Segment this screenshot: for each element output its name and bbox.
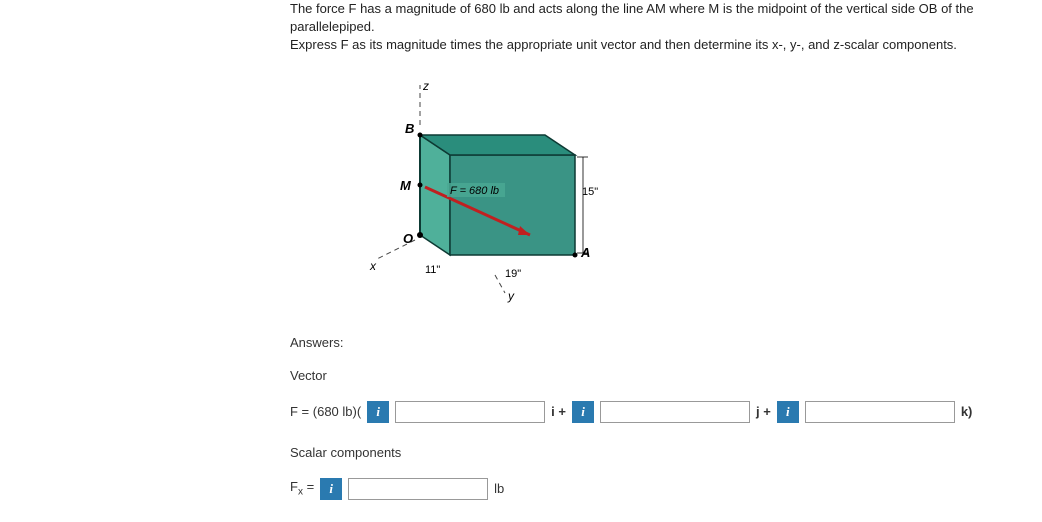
i-plus-label: i + (551, 404, 566, 419)
info-button-fx[interactable]: i (320, 478, 342, 500)
axis-z-label: z (422, 79, 429, 93)
info-button-i[interactable]: i (367, 401, 389, 423)
scalar-heading: Scalar components (290, 445, 1030, 460)
dim-19: 19" (505, 268, 521, 280)
pt-O: O (403, 231, 413, 246)
prompt-line-2: Express F as its magnitude times the app… (290, 36, 1030, 54)
pt-B: B (405, 121, 414, 136)
input-i-component[interactable] (395, 401, 545, 423)
pt-A: A (580, 245, 590, 260)
F-equals-label: F = (680 lb)( (290, 404, 361, 419)
F-letter: F (290, 479, 298, 494)
lb-unit: lb (494, 481, 504, 496)
input-fx[interactable] (348, 478, 488, 500)
info-button-j[interactable]: i (572, 401, 594, 423)
j-plus-label: j + (756, 404, 771, 419)
info-button-k[interactable]: i (777, 401, 799, 423)
prompt-line-1: The force F has a magnitude of 680 lb an… (290, 0, 1030, 36)
dim-15: 15" (582, 186, 598, 198)
Fx-label: Fx = (290, 479, 314, 498)
eq-sign: = (303, 479, 314, 494)
fx-row: Fx = i lb (290, 478, 1030, 500)
input-j-component[interactable] (600, 401, 750, 423)
answers-heading: Answers: (290, 335, 1030, 350)
figure-svg: z x y B M O A (330, 75, 630, 305)
dim-11: 11" (425, 264, 440, 276)
force-label: F = 680 lb (450, 185, 499, 197)
input-k-component[interactable] (805, 401, 955, 423)
pt-M: M (400, 178, 412, 193)
axis-x-label: x (369, 259, 377, 273)
figure-parallelepiped: z x y B M O A (330, 75, 630, 305)
vector-row: F = (680 lb)( i i + i j + i k) (290, 401, 1030, 423)
vector-heading: Vector (290, 368, 1030, 383)
k-close-label: k) (961, 404, 973, 419)
axis-y-label: y (507, 289, 515, 303)
